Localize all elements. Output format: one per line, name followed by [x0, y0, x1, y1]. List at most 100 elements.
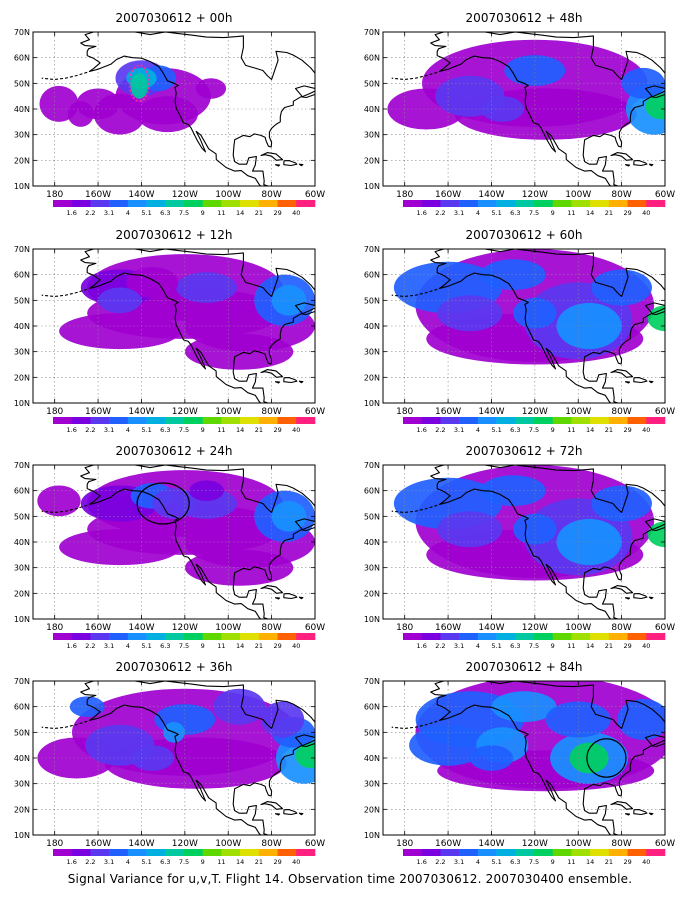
colorbar-label: 14: [236, 426, 244, 434]
colorbar-swatch: [184, 200, 204, 207]
colorbar-swatch: [146, 417, 166, 424]
longitude-label: 120W: [172, 407, 198, 417]
colorbar-label: 3.1: [454, 642, 464, 650]
colorbar-label: 4: [476, 426, 480, 434]
colorbar-label: 4: [126, 858, 130, 866]
colorbar-swatch: [646, 849, 666, 856]
panel-title: 2007030612 + 36h: [116, 660, 233, 674]
latitude-label: 70N: [364, 677, 380, 686]
colorbar-label: 7.5: [179, 209, 189, 217]
colorbar-label: 11: [217, 426, 225, 434]
colorbar-swatch: [53, 200, 73, 207]
longitude-label: 100W: [215, 623, 241, 633]
colorbar-label: 29: [623, 426, 631, 434]
colorbar-label: 40: [642, 209, 650, 217]
colorbar-swatch: [421, 417, 441, 424]
colorbar-label: 3.1: [104, 426, 114, 434]
colorbar-label: 14: [586, 858, 594, 866]
colorbar-swatch: [202, 633, 222, 640]
colorbar-swatch: [277, 200, 297, 207]
colorbar-label: 7.5: [529, 426, 539, 434]
colorbar-swatch: [146, 633, 166, 640]
latitude-label: 10N: [364, 831, 380, 840]
colorbar-swatch: [515, 200, 535, 207]
latitude-label: 20N: [364, 156, 380, 165]
latitude-label: 40N: [364, 322, 380, 331]
longitude-label: 60W: [655, 839, 675, 849]
colorbar: 1.6 2.2 3.1 4 5.1 6.3 7.5 9 11 14 21 29 40: [53, 633, 316, 650]
coastline: [391, 465, 665, 619]
variance-blob: [591, 269, 652, 306]
colorbar-swatch: [534, 849, 554, 856]
colorbar-swatch: [109, 417, 129, 424]
colorbar-swatch: [477, 417, 497, 424]
longitude-label: 140W: [128, 623, 154, 633]
colorbar-swatch: [202, 200, 222, 207]
colorbar-label: 6.3: [160, 858, 170, 866]
colorbar-swatch: [608, 849, 628, 856]
colorbar-swatch: [240, 633, 260, 640]
colorbar-swatch: [258, 849, 278, 856]
colorbar-swatch: [552, 849, 572, 856]
variance-blob: [617, 699, 665, 740]
colorbar-label: 14: [236, 642, 244, 650]
variance-blob: [545, 701, 611, 738]
latitude-label: 50N: [364, 512, 380, 521]
colorbar-swatch: [184, 849, 204, 856]
colorbar-swatch: [403, 849, 423, 856]
map-panel: 2007030612 + 24h 70N 60N 50N 40N 30N 20N 10N 180…: [14, 444, 325, 650]
latitude-label: 20N: [364, 805, 380, 814]
colorbar-swatch: [552, 200, 572, 207]
variance-blob: [437, 511, 503, 548]
map-panel: 2007030612 + 72h 70N 60N 50N 40N 30N 20N 10N 180…: [364, 444, 675, 650]
longitude-label: 100W: [215, 407, 241, 417]
colorbar-label: 1.6: [67, 642, 77, 650]
colorbar-label: 21: [255, 426, 263, 434]
colorbar: 1.6 2.2 3.1 4 5.1 6.3 7.5 9 11 14 21 29 40: [53, 849, 316, 866]
colorbar-swatch: [71, 417, 91, 424]
variance-blob: [189, 480, 224, 501]
colorbar-label: 29: [623, 209, 631, 217]
panel-title: 2007030612 + 48h: [466, 11, 583, 25]
longitude-label: 80W: [261, 407, 281, 417]
variance-blob: [591, 485, 652, 522]
longitude-label: 80W: [611, 407, 631, 417]
colorbar: 1.6 2.2 3.1 4 5.1 6.3 7.5 9 11 14 21 29 40: [403, 633, 666, 650]
highlight-circle: [586, 738, 627, 778]
colorbar-label: 9: [201, 209, 205, 217]
latitude-label: 50N: [14, 728, 30, 737]
longitude-label: 100W: [215, 190, 241, 200]
latitude-label: 70N: [14, 677, 30, 686]
colorbar-swatch: [403, 417, 423, 424]
latitude-label: 70N: [364, 461, 380, 470]
colorbar-label: 3.1: [104, 209, 114, 217]
colorbar-label: 2.2: [85, 858, 95, 866]
latitude-label: 20N: [14, 589, 30, 598]
colorbar-swatch: [534, 200, 554, 207]
colorbar-swatch: [184, 633, 204, 640]
variance-blob: [130, 745, 174, 771]
longitude-label: 160W: [435, 407, 461, 417]
latitude-label: 30N: [364, 348, 380, 357]
latitude-label: 30N: [364, 780, 380, 789]
colorbar-swatch: [590, 417, 610, 424]
variance-blob: [184, 549, 294, 586]
colorbar-swatch: [627, 200, 647, 207]
colorbar-swatch: [127, 633, 147, 640]
colorbar-swatch: [646, 200, 666, 207]
colorbar-swatch: [534, 633, 554, 640]
variance-blob: [645, 93, 665, 120]
colorbar-swatch: [146, 200, 166, 207]
colorbar-label: 2.2: [435, 642, 445, 650]
latitude-label: 30N: [14, 780, 30, 789]
longitude-label: 60W: [655, 623, 675, 633]
latitude-label: 60N: [14, 54, 30, 63]
colorbar-swatch: [202, 849, 222, 856]
colorbar-label: 5.1: [141, 426, 151, 434]
longitude-label: 180: [46, 623, 63, 633]
colorbar-swatch: [71, 633, 91, 640]
latitude-label: 60N: [14, 703, 30, 712]
colorbar-label: 40: [642, 858, 650, 866]
colorbar-swatch: [71, 200, 91, 207]
